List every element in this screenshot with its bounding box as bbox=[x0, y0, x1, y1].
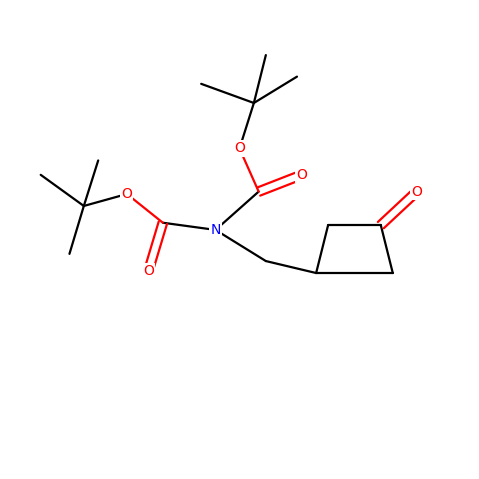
Text: N: N bbox=[210, 223, 221, 237]
Text: O: O bbox=[122, 187, 132, 201]
Text: O: O bbox=[143, 263, 154, 278]
Text: O: O bbox=[297, 168, 307, 182]
Text: O: O bbox=[411, 184, 422, 199]
Text: O: O bbox=[234, 141, 245, 156]
